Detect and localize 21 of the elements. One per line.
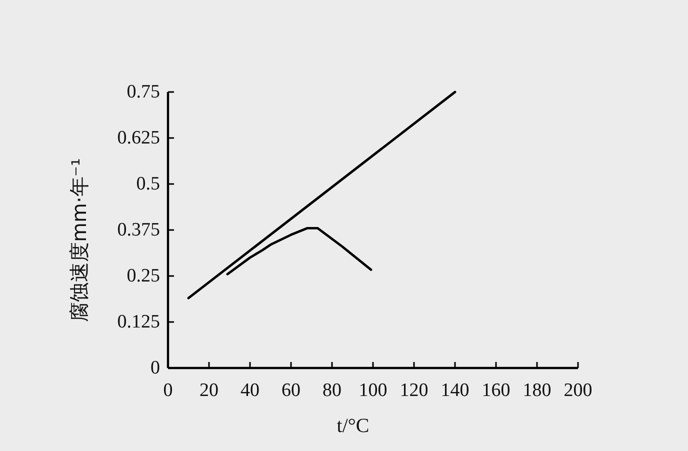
y-tick-label: 0.375 xyxy=(117,220,160,240)
y-tick-label: 0.125 xyxy=(117,312,160,332)
x-tick-label: 100 xyxy=(358,380,388,401)
x-tick-label: 40 xyxy=(240,380,260,401)
x-tick-label: 60 xyxy=(282,380,300,401)
x-tick-label: 120 xyxy=(400,380,428,401)
x-tick-label: 20 xyxy=(200,380,218,401)
x-tick-label: 140 xyxy=(440,380,470,401)
x-tick-label: 160 xyxy=(482,380,510,401)
y-tick-label: 0.75 xyxy=(126,82,160,102)
x-tick-label: 80 xyxy=(322,380,342,401)
x-tick-label: 200 xyxy=(564,380,592,401)
line-series xyxy=(226,226,372,276)
x-tick-label: 180 xyxy=(522,380,552,401)
y-axis-title: 腐蚀速度mm·年⁻¹ xyxy=(67,158,91,322)
x-tick-label: 0 xyxy=(163,380,173,401)
y-tick-label: 0 xyxy=(150,358,160,378)
y-tick-label: 0.5 xyxy=(136,174,160,194)
x-axis-title: t/°C xyxy=(336,415,370,437)
y-tick-label: 0.25 xyxy=(126,266,160,286)
y-tick-label: 0.625 xyxy=(117,128,160,148)
